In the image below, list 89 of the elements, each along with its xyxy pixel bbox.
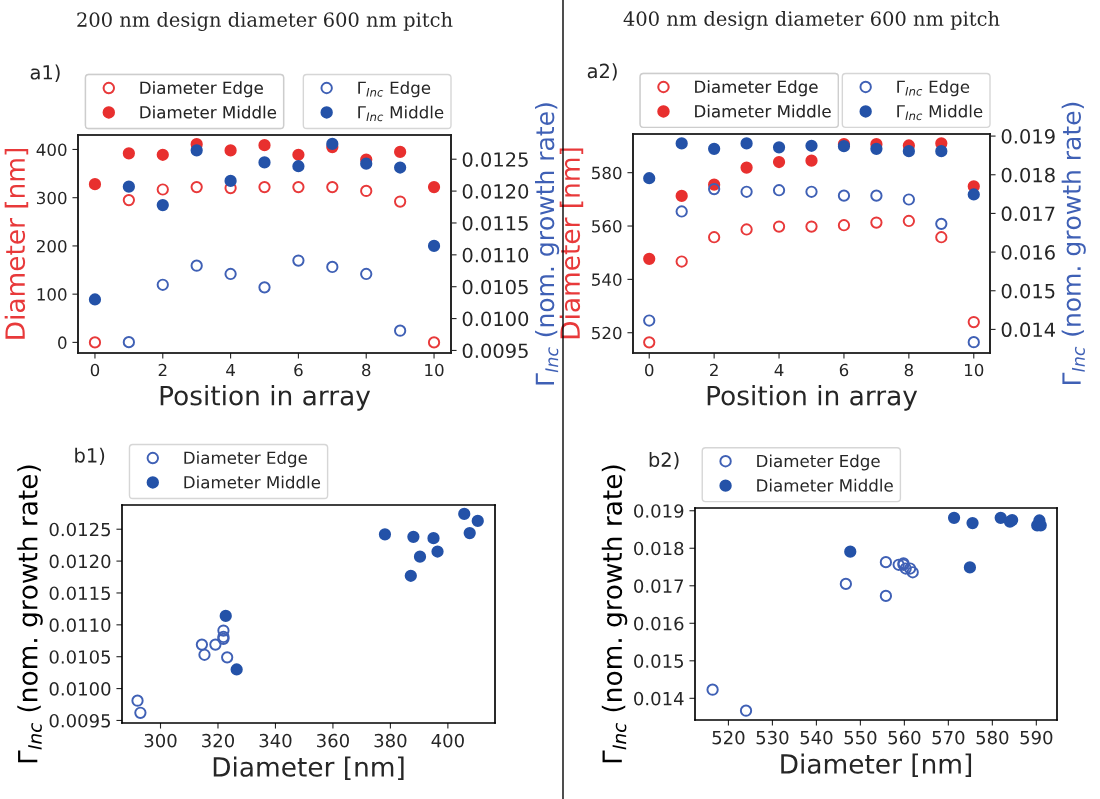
x-tick-label: 6 <box>839 363 849 377</box>
x-tick-label: 570 <box>932 730 965 745</box>
legend-label: Diameter Middle <box>695 104 831 118</box>
y-tick-label: 520 <box>592 326 622 340</box>
legend-label: Diameter Edge <box>695 80 818 97</box>
y-tick-label: 540 <box>592 273 622 286</box>
y-tick-label: 0.0100 <box>49 682 111 696</box>
text: a1) <box>30 64 60 82</box>
y-tick-label: 300 <box>37 191 67 205</box>
legend-label: Γ$_{Inc}$ Middle <box>897 104 983 121</box>
y-tick-label: 0.0115 <box>49 586 111 601</box>
x-tick-label: 8 <box>904 363 914 377</box>
y2-tick-label: 0.0110 <box>462 247 529 263</box>
text: a2) <box>587 63 617 81</box>
y2-tick-label: 0.018 <box>1001 167 1055 183</box>
y-tick-label: 100 <box>37 288 67 301</box>
y2-tick-label: 0.014 <box>1001 322 1055 338</box>
legend-label: Diameter Middle <box>140 105 277 119</box>
x-tick-label: 4 <box>226 363 235 377</box>
y-axis-title: Γ$_{Inc}$ (nom. growth rate) <box>601 465 628 763</box>
legend-label: Diameter Edge <box>184 451 307 468</box>
y2-tick-label: 0.017 <box>1001 206 1055 222</box>
y2-tick-label: 0.0125 <box>462 152 528 167</box>
x-tick-label: 520 <box>712 730 745 745</box>
legend-label: Γ$_{Inc}$ Edge <box>897 80 970 97</box>
y-axis-title: Diameter [nm] <box>559 148 584 339</box>
y-tick-label: 0.017 <box>634 579 684 593</box>
x-tick-label: 8 <box>362 363 371 377</box>
legend-label: Γ$_{Inc}$ Middle <box>358 105 444 122</box>
y2-tick-label: 0.0105 <box>462 279 528 295</box>
y-axis-title: Γ$_{Inc}$ (nom. growth rate) <box>17 465 43 763</box>
y-tick-label: 0.0105 <box>49 650 111 664</box>
text: b2) <box>649 451 679 470</box>
x-tick-label: 580 <box>976 730 1009 745</box>
y2-tick-label: 0.0100 <box>462 311 529 327</box>
y-tick-label: 200 <box>36 239 67 253</box>
x-tick-label: 400 <box>431 733 464 748</box>
y-axis-title: Diameter [nm] <box>4 148 29 339</box>
y2-tick-label: 0.019 <box>1001 129 1055 144</box>
x-tick-label: 380 <box>374 733 407 748</box>
x-tick-label: 4 <box>774 363 784 377</box>
y-tick-label: 0 <box>58 336 67 349</box>
x-tick-label: 540 <box>800 730 833 745</box>
legend-label: Diameter Edge <box>140 81 263 98</box>
x-tick-label: 550 <box>844 730 877 745</box>
legend-label: Γ$_{Inc}$ Edge <box>358 81 431 98</box>
x-tick-label: 0 <box>645 363 654 377</box>
y2-tick-label: 0.0120 <box>462 184 529 199</box>
y-tick-label: 0.015 <box>634 654 684 668</box>
text: b1) <box>75 447 105 465</box>
y-tick-label: 0.018 <box>634 541 684 556</box>
y2-tick-label: 0.0095 <box>462 343 528 359</box>
x-tick-label: 300 <box>144 733 177 748</box>
x-axis-title: Position in array <box>707 385 918 411</box>
x-tick-label: 2 <box>710 363 718 377</box>
y-tick-label: 0.0095 <box>49 713 111 728</box>
y-tick-label: 0.014 <box>634 691 684 706</box>
y-tick-label: 580 <box>592 166 622 180</box>
y2-tick-label: 0.0115 <box>462 215 528 231</box>
x-tick-label: 590 <box>1020 730 1053 745</box>
y-tick-label: 400 <box>36 143 67 157</box>
x-tick-label: 530 <box>756 730 789 745</box>
x-axis-title: Diameter [nm] <box>213 756 404 780</box>
x-tick-label: 10 <box>425 363 444 377</box>
x-axis-title: Diameter [nm] <box>781 753 972 777</box>
y2-tick-label: 0.016 <box>1001 245 1055 260</box>
legend-label: Diameter Middle <box>184 475 321 489</box>
x-tick-label: 0 <box>90 363 100 377</box>
x-tick-label: 2 <box>158 363 167 377</box>
x-tick-label: 6 <box>294 363 303 377</box>
y-tick-label: 0.016 <box>634 616 684 631</box>
x-tick-label: 320 <box>202 733 235 748</box>
chart-title: 200 nm design diameter 600 nm pitch <box>77 11 453 31</box>
y-tick-label: 0.0125 <box>49 522 111 537</box>
y-tick-label: 560 <box>592 219 622 233</box>
chart-title: 400 nm design diameter 600 nm pitch <box>623 10 1000 30</box>
x-tick-label: 560 <box>888 730 921 745</box>
y-tick-label: 0.0110 <box>49 618 111 632</box>
legend-label: Diameter Edge <box>757 454 880 471</box>
y-tick-label: 0.0120 <box>49 554 111 569</box>
y2-tick-label: 0.015 <box>1001 283 1055 299</box>
y2-axis-title: Γ$_{Inc}$ (nom. growth rate) <box>535 103 560 385</box>
legend-label: Diameter Middle <box>757 478 893 492</box>
x-tick-label: 340 <box>259 733 292 748</box>
x-tick-label: 10 <box>965 363 984 377</box>
y2-axis-title: Γ$_{Inc}$ (nom. growth rate) <box>1061 102 1086 385</box>
x-axis-title: Position in array <box>160 385 371 411</box>
y-tick-label: 0.019 <box>634 504 684 518</box>
x-tick-label: 360 <box>317 733 349 748</box>
